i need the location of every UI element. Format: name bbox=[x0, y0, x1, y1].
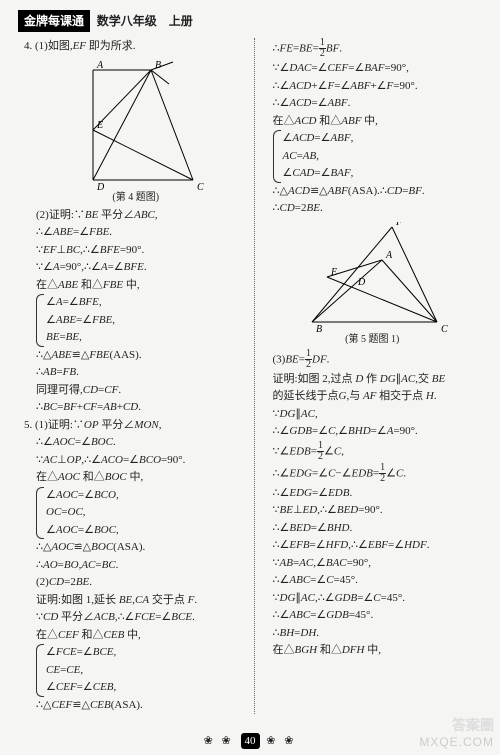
text-line: ∴∠ABC=∠C=45°. bbox=[261, 572, 485, 590]
text-line: ∠AOC=∠BCO, bbox=[46, 487, 119, 505]
footer-ornament-left: ❀ ❀ bbox=[204, 735, 234, 747]
text-line: ∠CEF=∠CEB, bbox=[46, 679, 116, 697]
text-line: ∴AB=FB. bbox=[24, 364, 248, 382]
svg-text:B: B bbox=[155, 60, 161, 71]
figure-caption: (第 5 题图 1) bbox=[261, 332, 485, 347]
text-line: ∴∠EFB=∠HFD,∴∠EBF=∠HDF. bbox=[261, 537, 485, 555]
text-line: ∴∠GDB=∠C,∠BHD=∠A=90°. bbox=[261, 423, 485, 441]
text-line: BE=BE, bbox=[46, 329, 115, 347]
text-line: ∵AC⊥OP,∴∠ACO=∠BCO=90°. bbox=[24, 452, 248, 470]
text-line: ∴∠ABE=∠FBE. bbox=[24, 224, 248, 242]
svg-text:B: B bbox=[316, 324, 322, 332]
brace-group: ∠A=∠BFE,∠ABE=∠FBE,BE=BE, bbox=[24, 294, 248, 347]
text-line: ∴△ABE≌△FBE(AAS). bbox=[24, 347, 248, 365]
text-line: (2)CD=2BE. bbox=[24, 574, 248, 592]
text-line: ∠AOC=∠BOC, bbox=[46, 522, 119, 540]
text-line: ∵DG∥AC,∴∠GDB=∠C=45°. bbox=[261, 590, 485, 608]
text-line: ∴△ACD≌△ABF(ASA).∴CD=BF. bbox=[261, 183, 485, 201]
text-line: ∵EF⊥BC,∴∠BFE=90°. bbox=[24, 242, 248, 260]
text-line: ∵AB=AC,∠BAC=90°, bbox=[261, 555, 485, 573]
text-line: ∵∠A=90°,∴∠A=∠BFE. bbox=[24, 259, 248, 277]
text-line: ∵∠DAC=∠CEF=∠BAF=90°, bbox=[261, 60, 485, 78]
brace-group: ∠AOC=∠BCO,OC=OC,∠AOC=∠BOC, bbox=[24, 487, 248, 540]
content-columns: 4. (1)如图,EF 即为所求.ABEDC(第 4 题图)(2)证明:∵BE … bbox=[0, 36, 500, 714]
brace-group: ∠ACD=∠ABF,AC=AB,∠CAD=∠BAF, bbox=[261, 130, 485, 183]
brace-group: ∠FCE=∠BCE,CE=CE,∠CEF=∠CEB, bbox=[24, 644, 248, 697]
text-line: ∵CD 平分∠ACB,∴∠FCE=∠BCE. bbox=[24, 609, 248, 627]
text-line: (2)证明:∵BE 平分∠ABC, bbox=[24, 207, 248, 225]
figure-caption: (第 4 题图) bbox=[24, 190, 248, 205]
text-line: ∠ABE=∠FBE, bbox=[46, 312, 115, 330]
page-header: 金牌每课通 数学八年级 上册 bbox=[0, 0, 500, 36]
text-line: AC=AB, bbox=[283, 148, 354, 166]
text-line: CE=CE, bbox=[46, 662, 116, 680]
text-line: 证明:如图 1,延长 BE,CA 交于点 F. bbox=[24, 592, 248, 610]
svg-text:E: E bbox=[96, 120, 103, 131]
text-line: 在△CEF 和△CEB 中, bbox=[24, 627, 248, 645]
text-line: ∴FE=BE=12BF. bbox=[261, 38, 485, 60]
text-line: ∴BC=BF+CF=AB+CD. bbox=[24, 399, 248, 417]
text-line: 在△BGH 和△DFH 中, bbox=[261, 642, 485, 660]
text-line: ∵∠EDB=12∠C, bbox=[261, 441, 485, 463]
text-line: 的延长线于点G,与 AF 相交于点 H. bbox=[261, 388, 485, 406]
text-line: 在△AOC 和△BOC 中, bbox=[24, 469, 248, 487]
text-line: ∴CD=2BE. bbox=[261, 200, 485, 218]
text-line: OC=OC, bbox=[46, 504, 119, 522]
text-line: 同理可得,CD=CF. bbox=[24, 382, 248, 400]
text-line: ∴∠AOC=∠BOC. bbox=[24, 434, 248, 452]
left-column: 4. (1)如图,EF 即为所求. A B E D C(第 4 题图) (2)证明:∵BE … bbox=[18, 38, 255, 714]
page-number: 40 bbox=[241, 733, 260, 750]
text-line: ∴△AOC≌△BOC(ASA). bbox=[24, 539, 248, 557]
text-line: ∠CAD=∠BAF, bbox=[283, 165, 354, 183]
text-line: ∴∠ABC=∠GDB=45°. bbox=[261, 607, 485, 625]
text-line: ∴BH=DH. bbox=[261, 625, 485, 643]
text-line: 证明:如图 2,过点 D 作 DG∥AC,交 BE bbox=[261, 371, 485, 389]
text-line: 5. (1)证明:∵OP 平分∠MON, bbox=[24, 417, 248, 435]
svg-text:C: C bbox=[197, 182, 204, 190]
svg-text:D: D bbox=[357, 277, 366, 288]
footer-ornament-right: ❀ ❀ bbox=[266, 735, 296, 747]
book-title: 数学八年级 上册 bbox=[97, 14, 193, 28]
text-line: ∴∠BED=∠BHD. bbox=[261, 520, 485, 538]
text-line: ∴△CEF≌△CEB(ASA). bbox=[24, 697, 248, 715]
svg-text:E: E bbox=[330, 267, 337, 278]
svg-text:A: A bbox=[96, 60, 104, 71]
series-title: 金牌每课通 bbox=[18, 10, 90, 32]
figure-f4: A B E D C(第 4 题图) bbox=[24, 56, 248, 207]
text-line: 在△ABE 和△FBE 中, bbox=[24, 277, 248, 295]
text-line: ∴∠ACD=∠ABF. bbox=[261, 95, 485, 113]
text-line: ∵BE⊥ED,∴∠BED=90°. bbox=[261, 502, 485, 520]
watermark-url: MXQE.COM bbox=[419, 733, 494, 751]
text-line: ∴∠EDG=∠C−∠EDB=12∠C. bbox=[261, 463, 485, 485]
svg-text:D: D bbox=[96, 182, 105, 190]
text-line: 4. (1)如图,EF 即为所求. bbox=[24, 38, 248, 56]
figure-f5: F A E D B C(第 5 题图 1) bbox=[261, 218, 485, 349]
text-line: ∠A=∠BFE, bbox=[46, 294, 115, 312]
text-line: ∵DG∥AC, bbox=[261, 406, 485, 424]
svg-text:F: F bbox=[395, 222, 403, 228]
right-column: ∴FE=BE=12BF.∵∠DAC=∠CEF=∠BAF=90°,∴∠ACD+∠F… bbox=[255, 38, 491, 714]
text-line: ∴AO=BO,AC=BC. bbox=[24, 557, 248, 575]
text-line: ∠FCE=∠BCE, bbox=[46, 644, 116, 662]
text-line: ∴∠ACD+∠F=∠ABF+∠F=90°. bbox=[261, 78, 485, 96]
text-line: ∠ACD=∠ABF, bbox=[283, 130, 354, 148]
svg-text:C: C bbox=[441, 324, 448, 332]
text-line: (3)BE=12DF. bbox=[261, 349, 485, 371]
text-line: 在△ACD 和△ABF 中, bbox=[261, 113, 485, 131]
svg-text:A: A bbox=[385, 250, 393, 261]
text-line: ∴∠EDG=∠EDB. bbox=[261, 485, 485, 503]
